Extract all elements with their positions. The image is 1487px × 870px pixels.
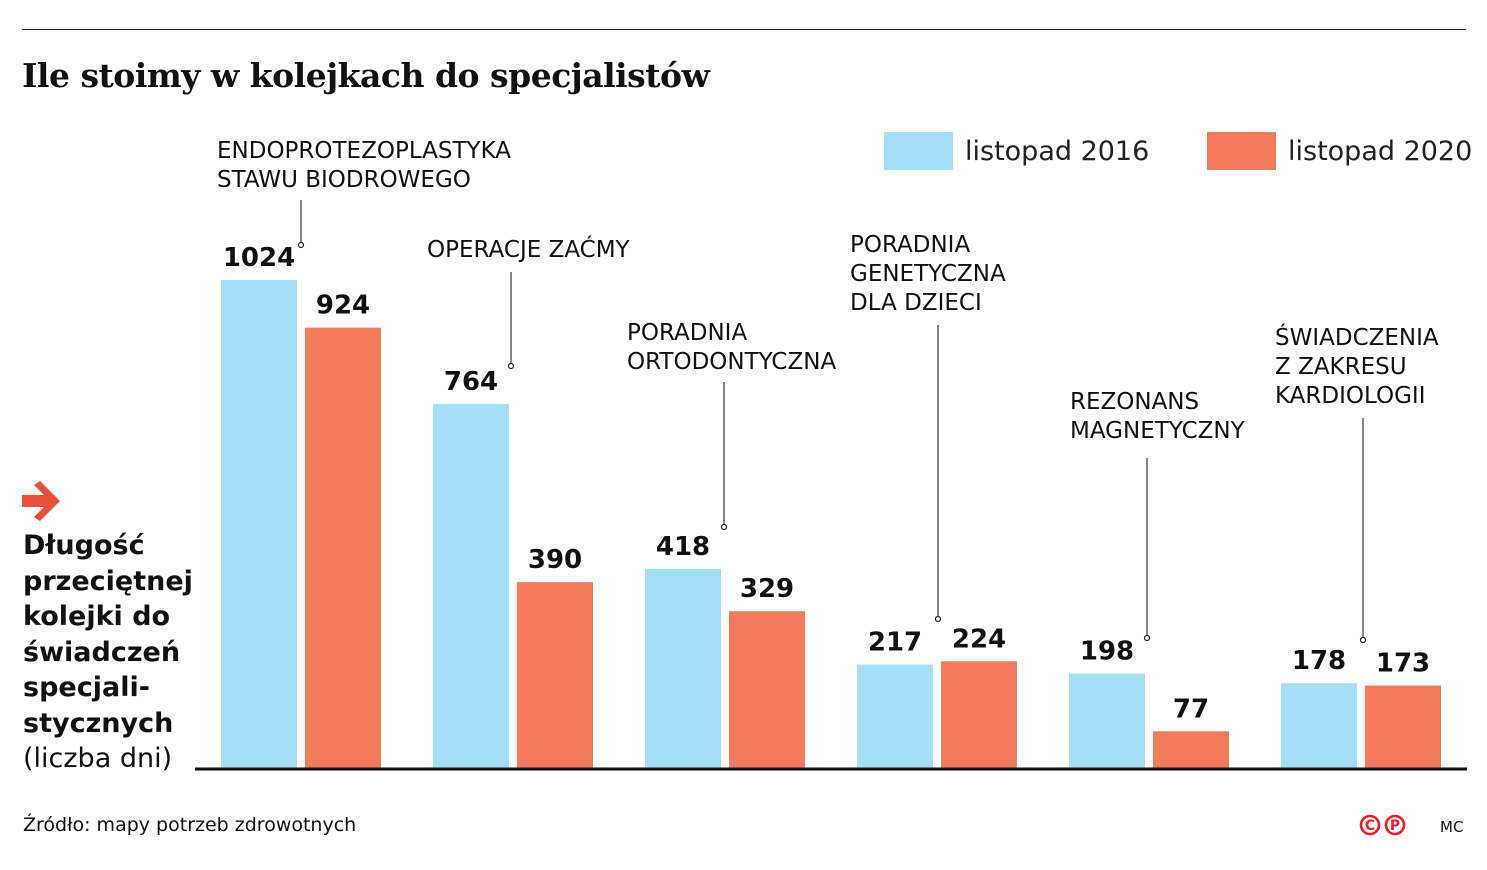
category-label: MAGNETYCZNY [1070,418,1246,444]
author-credit: MC [1440,818,1464,836]
value-label: 1024 [223,243,295,273]
value-label: 173 [1376,649,1430,679]
category-label: GENETYCZNA [850,261,1006,287]
legend-label-2020: listopad 2020 [1288,135,1473,167]
bar-2016 [1069,673,1145,768]
value-label: 764 [444,367,498,397]
value-label: 217 [868,628,922,658]
category-label: Z ZAKRESU [1275,354,1407,380]
leader-dot [507,362,515,370]
category-label: PORADNIA [627,320,747,346]
category-label: ENDOPROTEZOPLASTYKA [217,138,511,164]
value-label: 390 [528,545,582,575]
legend-swatch-2020 [1207,132,1276,170]
y-label-line: Długość [23,530,145,561]
leader-dot [934,615,942,623]
bar-2016 [645,568,721,768]
value-label: 198 [1080,637,1134,667]
category-label: REZONANS [1070,389,1199,415]
legend-item-2016: listopad 2016 [884,132,1149,170]
svg-text:P: P [1390,818,1400,834]
bar-2020 [517,582,593,768]
bar-2020 [305,327,381,768]
chart-title: Ile stoimy w kolejkach do specjalistów [22,56,710,95]
category-label: OPERACJE ZAĆMY [427,235,631,263]
bar-2016 [1281,683,1357,768]
value-label: 329 [740,574,794,604]
bar-2016 [433,403,509,768]
category-label: PORADNIA [850,232,970,258]
bar-2020 [1365,685,1441,768]
source-note: Źródło: mapy potrzeb zdrowotnych [23,814,357,836]
leader-dot [1143,634,1151,642]
legend-swatch-2016 [884,132,953,170]
category-label: ORTODONTYCZNA [627,349,836,375]
y-label-line: kolejki do [23,601,171,632]
bar-2020 [941,661,1017,768]
bar-2020 [1153,731,1229,768]
publisher-logo: C P [1359,814,1406,836]
leader-dot [1359,636,1367,644]
y-label-line: świadczeń [23,636,181,668]
category-label: KARDIOLOGII [1275,383,1425,409]
y-axis-label: Długość przeciętnej kolejki do świadczeń… [23,528,193,777]
value-label: 924 [316,291,370,321]
top-rule [22,29,1466,30]
value-label: 224 [952,624,1006,654]
legend-item-2020: listopad 2020 [1207,132,1472,170]
value-label: 418 [656,532,710,562]
leader-dot [720,523,728,531]
bar-2016 [221,280,297,768]
value-label: 178 [1292,646,1346,676]
leader-dot [297,241,305,249]
y-label-line: specjali- [23,672,150,703]
category-label: DLA DZIECI [850,290,982,316]
bar-2020 [729,611,805,768]
value-label: 77 [1173,694,1209,724]
bar-2016 [857,664,933,768]
arrow-right-icon [22,481,60,521]
svg-text:C: C [1365,818,1375,834]
y-label-line: stycznych [23,707,174,739]
legend-label-2016: listopad 2016 [965,135,1150,167]
category-label: STAWU BIODROWEGO [217,167,471,193]
y-label-line: przeciętnej [23,565,193,597]
y-label-unit: (liczba dni) [23,743,173,774]
category-label: ŚWIADCZENIA [1275,323,1439,351]
